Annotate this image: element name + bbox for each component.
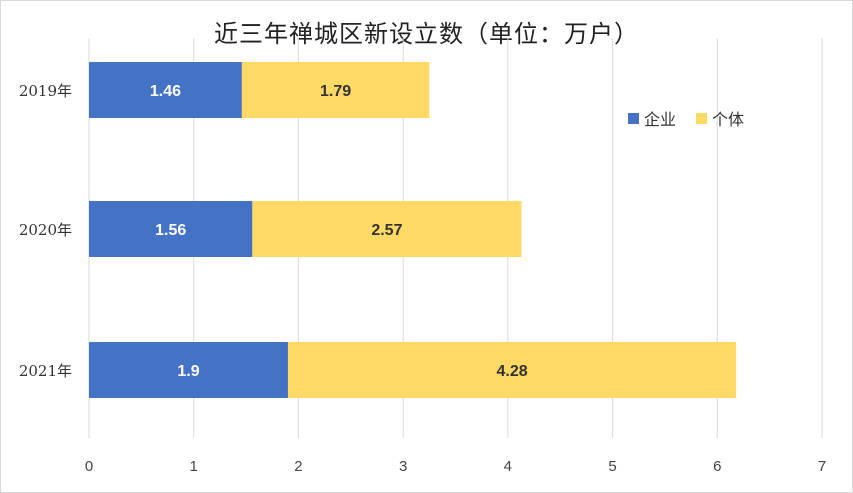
x-tick-label: 5 — [608, 458, 616, 475]
y-axis-categories: 2019年 2020年 2021年 — [19, 82, 72, 380]
legend-swatch — [696, 112, 708, 124]
x-tick-label: 6 — [713, 458, 721, 475]
data-label: 2.57 — [371, 222, 402, 239]
legend-swatch — [628, 112, 639, 124]
bar-segment — [89, 201, 253, 257]
y-category-label: 2020年 — [19, 221, 72, 239]
data-label: 4.28 — [496, 363, 527, 380]
bar-segment — [89, 62, 242, 118]
legend-item-series-0: 企业 — [628, 106, 676, 130]
x-tick-label: 7 — [818, 458, 826, 475]
chart-title: 近三年禅城区新设立数（单位：万户） — [214, 20, 639, 48]
x-tick-label: 4 — [504, 458, 512, 475]
bar-segment — [287, 342, 737, 398]
data-label: 1.79 — [320, 83, 351, 100]
x-tick-label: 2 — [294, 458, 302, 475]
y-category-label: 2019年 — [19, 82, 72, 100]
x-tick-label: 0 — [85, 458, 93, 475]
bar-segment — [241, 62, 430, 118]
legend: 企业 个体 — [628, 106, 744, 130]
bars: 1.46 1.79 1.56 2.57 1.9 4.28 — [89, 62, 737, 398]
x-axis-ticks: 0 1 2 3 4 5 6 7 — [85, 458, 826, 475]
legend-item-series-1: 个体 — [696, 106, 744, 130]
data-label: 1.56 — [155, 222, 186, 239]
x-tick-label: 3 — [399, 458, 407, 475]
data-label: 1.46 — [150, 83, 181, 100]
bar-segment — [252, 201, 522, 257]
x-tick-label: 1 — [190, 458, 198, 475]
legend-label: 个体 — [712, 110, 745, 129]
y-category-label: 2021年 — [19, 362, 72, 380]
legend-label: 企业 — [644, 110, 677, 129]
data-label: 1.9 — [177, 363, 199, 380]
bar-segment — [89, 342, 288, 398]
